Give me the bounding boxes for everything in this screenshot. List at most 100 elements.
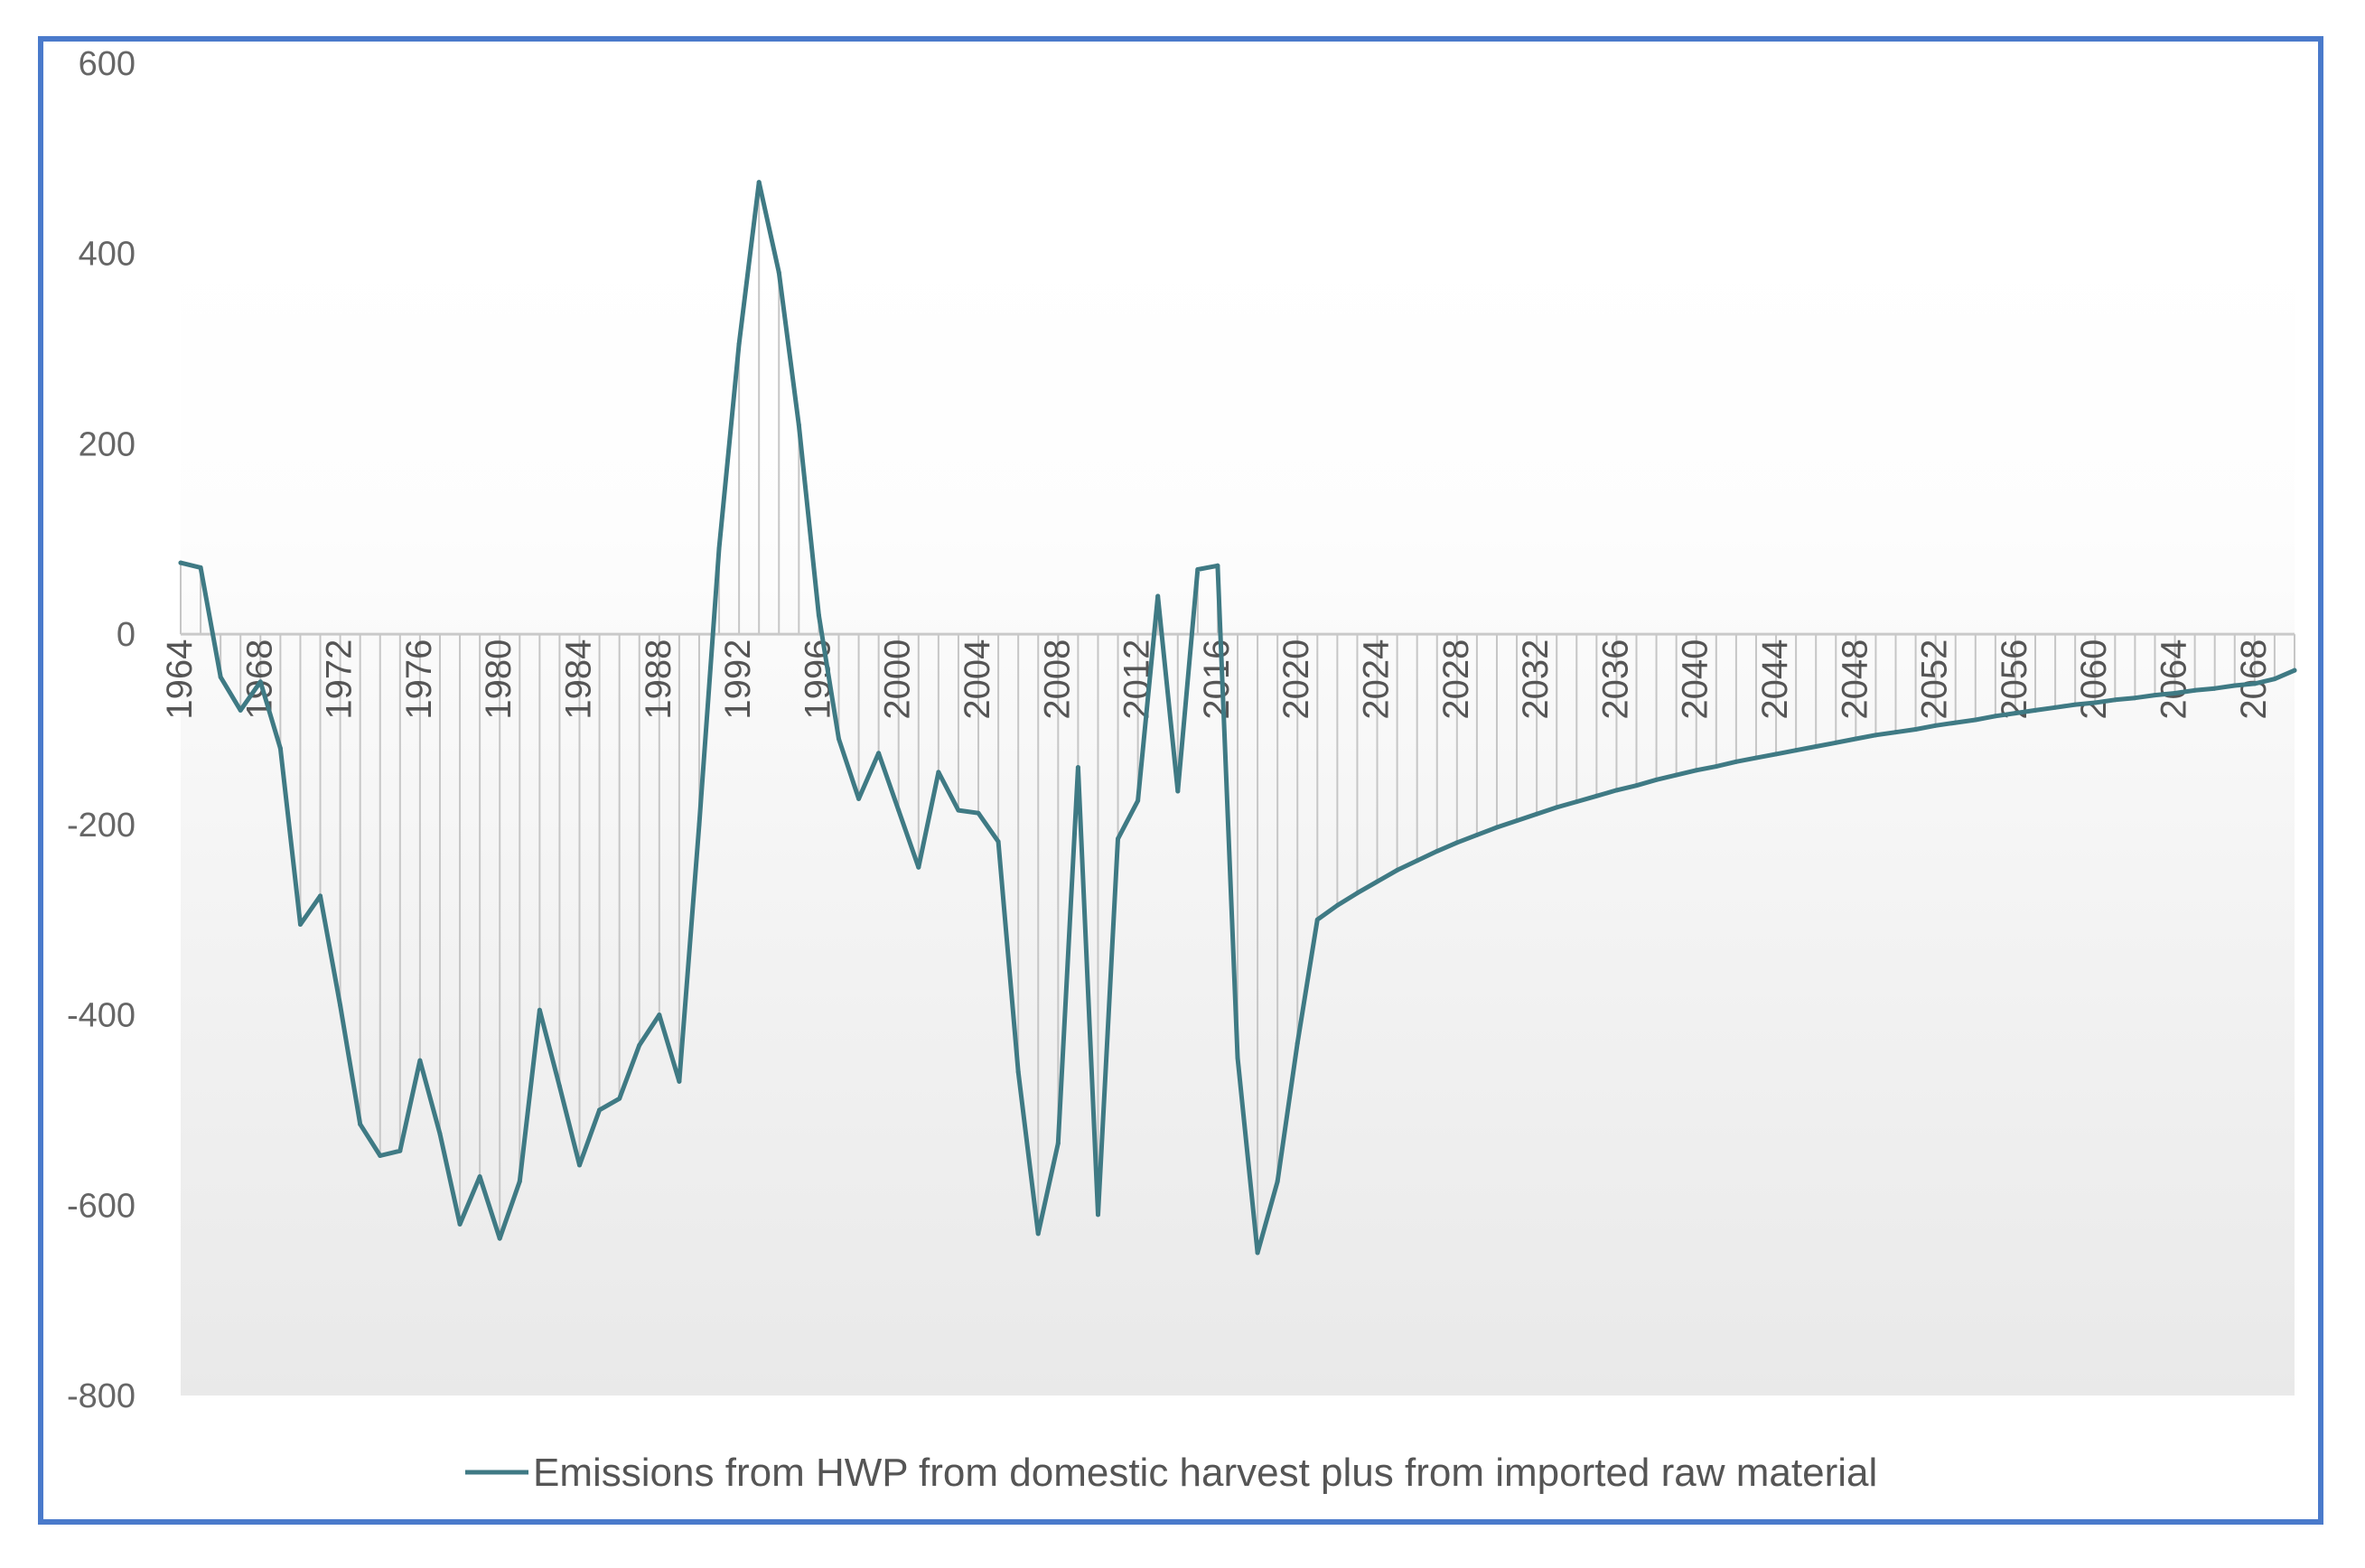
x-tick-label: 1984 [559,639,599,720]
data-point [2212,686,2217,691]
data-point [996,839,1001,844]
data-point [2013,711,2017,715]
data-point [1933,723,1938,728]
data-point [478,1174,482,1179]
data-point [417,1059,422,1063]
data-point [896,808,901,813]
legend-label: Emissions from HWP from domestic harvest… [533,1451,1877,1495]
x-tick-label: 2048 [1835,639,1874,720]
data-point [298,922,303,927]
data-point [1355,891,1360,895]
data-point [1913,727,1918,732]
data-point [2232,684,2237,688]
y-tick-label: 400 [79,236,136,274]
data-point [637,1043,641,1048]
data-point [1753,756,1758,761]
data-point [199,565,203,570]
data-point [2033,708,2038,713]
data-point [1594,794,1599,798]
data-point [378,1153,382,1158]
x-tick-label: 1972 [320,639,360,720]
x-tick-label: 2064 [2155,639,2194,720]
data-point [2272,677,2276,681]
x-tick-label: 2060 [2074,639,2114,720]
data-point [1893,730,1898,734]
data-point [1215,564,1220,568]
data-point [1454,840,1459,845]
data-point [1614,788,1619,792]
data-point [2153,693,2157,697]
data-point [2252,681,2257,686]
data-point [1634,783,1639,788]
x-tick-label: 1964 [160,639,200,720]
data-point [1335,903,1340,908]
data-point [2192,688,2197,693]
data-point [617,1097,622,1101]
x-tick-label: 2024 [1357,639,1397,720]
data-point [657,1013,661,1017]
x-tick-label: 2020 [1276,639,1316,720]
data-point [2173,691,2177,695]
data-point [1774,751,1779,756]
data-point [1714,764,1718,769]
data-point [518,1179,522,1183]
data-point [1993,714,1997,718]
data-point [1973,717,1977,722]
data-point [1575,799,1579,804]
data-point [1395,868,1399,873]
data-point [956,808,960,813]
x-tick-label: 2044 [1755,639,1795,720]
y-tick-label: -200 [67,807,136,845]
data-point [538,1008,542,1013]
x-tick-label: 2040 [1676,639,1715,720]
x-tick-label: 2004 [958,639,997,720]
data-point [856,797,861,801]
y-tick-label: 600 [79,45,136,83]
data-point [358,1122,362,1126]
y-tick-label: 0 [117,616,136,654]
x-tick-label: 2008 [1037,639,1077,720]
data-point [1415,858,1419,863]
y-tick-label: -600 [67,1187,136,1225]
x-tick-label: 2052 [1915,639,1955,720]
data-point [1874,733,1878,737]
data-point [1076,765,1080,770]
data-point [338,1003,342,1008]
data-point [1195,567,1200,572]
x-tick-label: 2032 [1516,639,1556,720]
legend: Emissions from HWP from domestic harvest… [465,1451,1877,1495]
data-point [557,1084,562,1088]
data-point [1276,1179,1280,1183]
y-tick-label: 200 [79,425,136,463]
data-point [777,270,781,275]
x-tick-label: 2028 [1436,639,1476,720]
data-point [1674,773,1678,778]
data-point [837,737,841,742]
data-point [1016,1069,1021,1074]
x-tick-label: 1992 [718,639,758,720]
y-tick-label: -400 [67,997,136,1035]
data-point [916,865,921,870]
line-chart: 6004002000-200-400-600-800 1964 1968 1972 1… [0,0,2365,1568]
data-point [1555,805,1559,809]
data-point [696,822,701,826]
data-point [977,811,981,816]
data-point [1256,1250,1260,1255]
data-point [2073,703,2078,707]
data-point [258,679,263,684]
data-point [1116,836,1120,841]
data-point [1953,721,1958,725]
data-point [717,546,722,551]
data-point [238,708,243,713]
data-point [1175,789,1180,793]
x-tick-label: 2056 [1995,639,2034,720]
data-point [1056,1141,1061,1145]
data-point [597,1107,602,1112]
data-point [458,1222,463,1227]
data-point [1096,1212,1100,1217]
data-point [577,1163,582,1168]
data-point [437,1132,442,1136]
data-point [1694,768,1698,772]
data-point [1794,748,1799,752]
data-point [397,1149,402,1153]
